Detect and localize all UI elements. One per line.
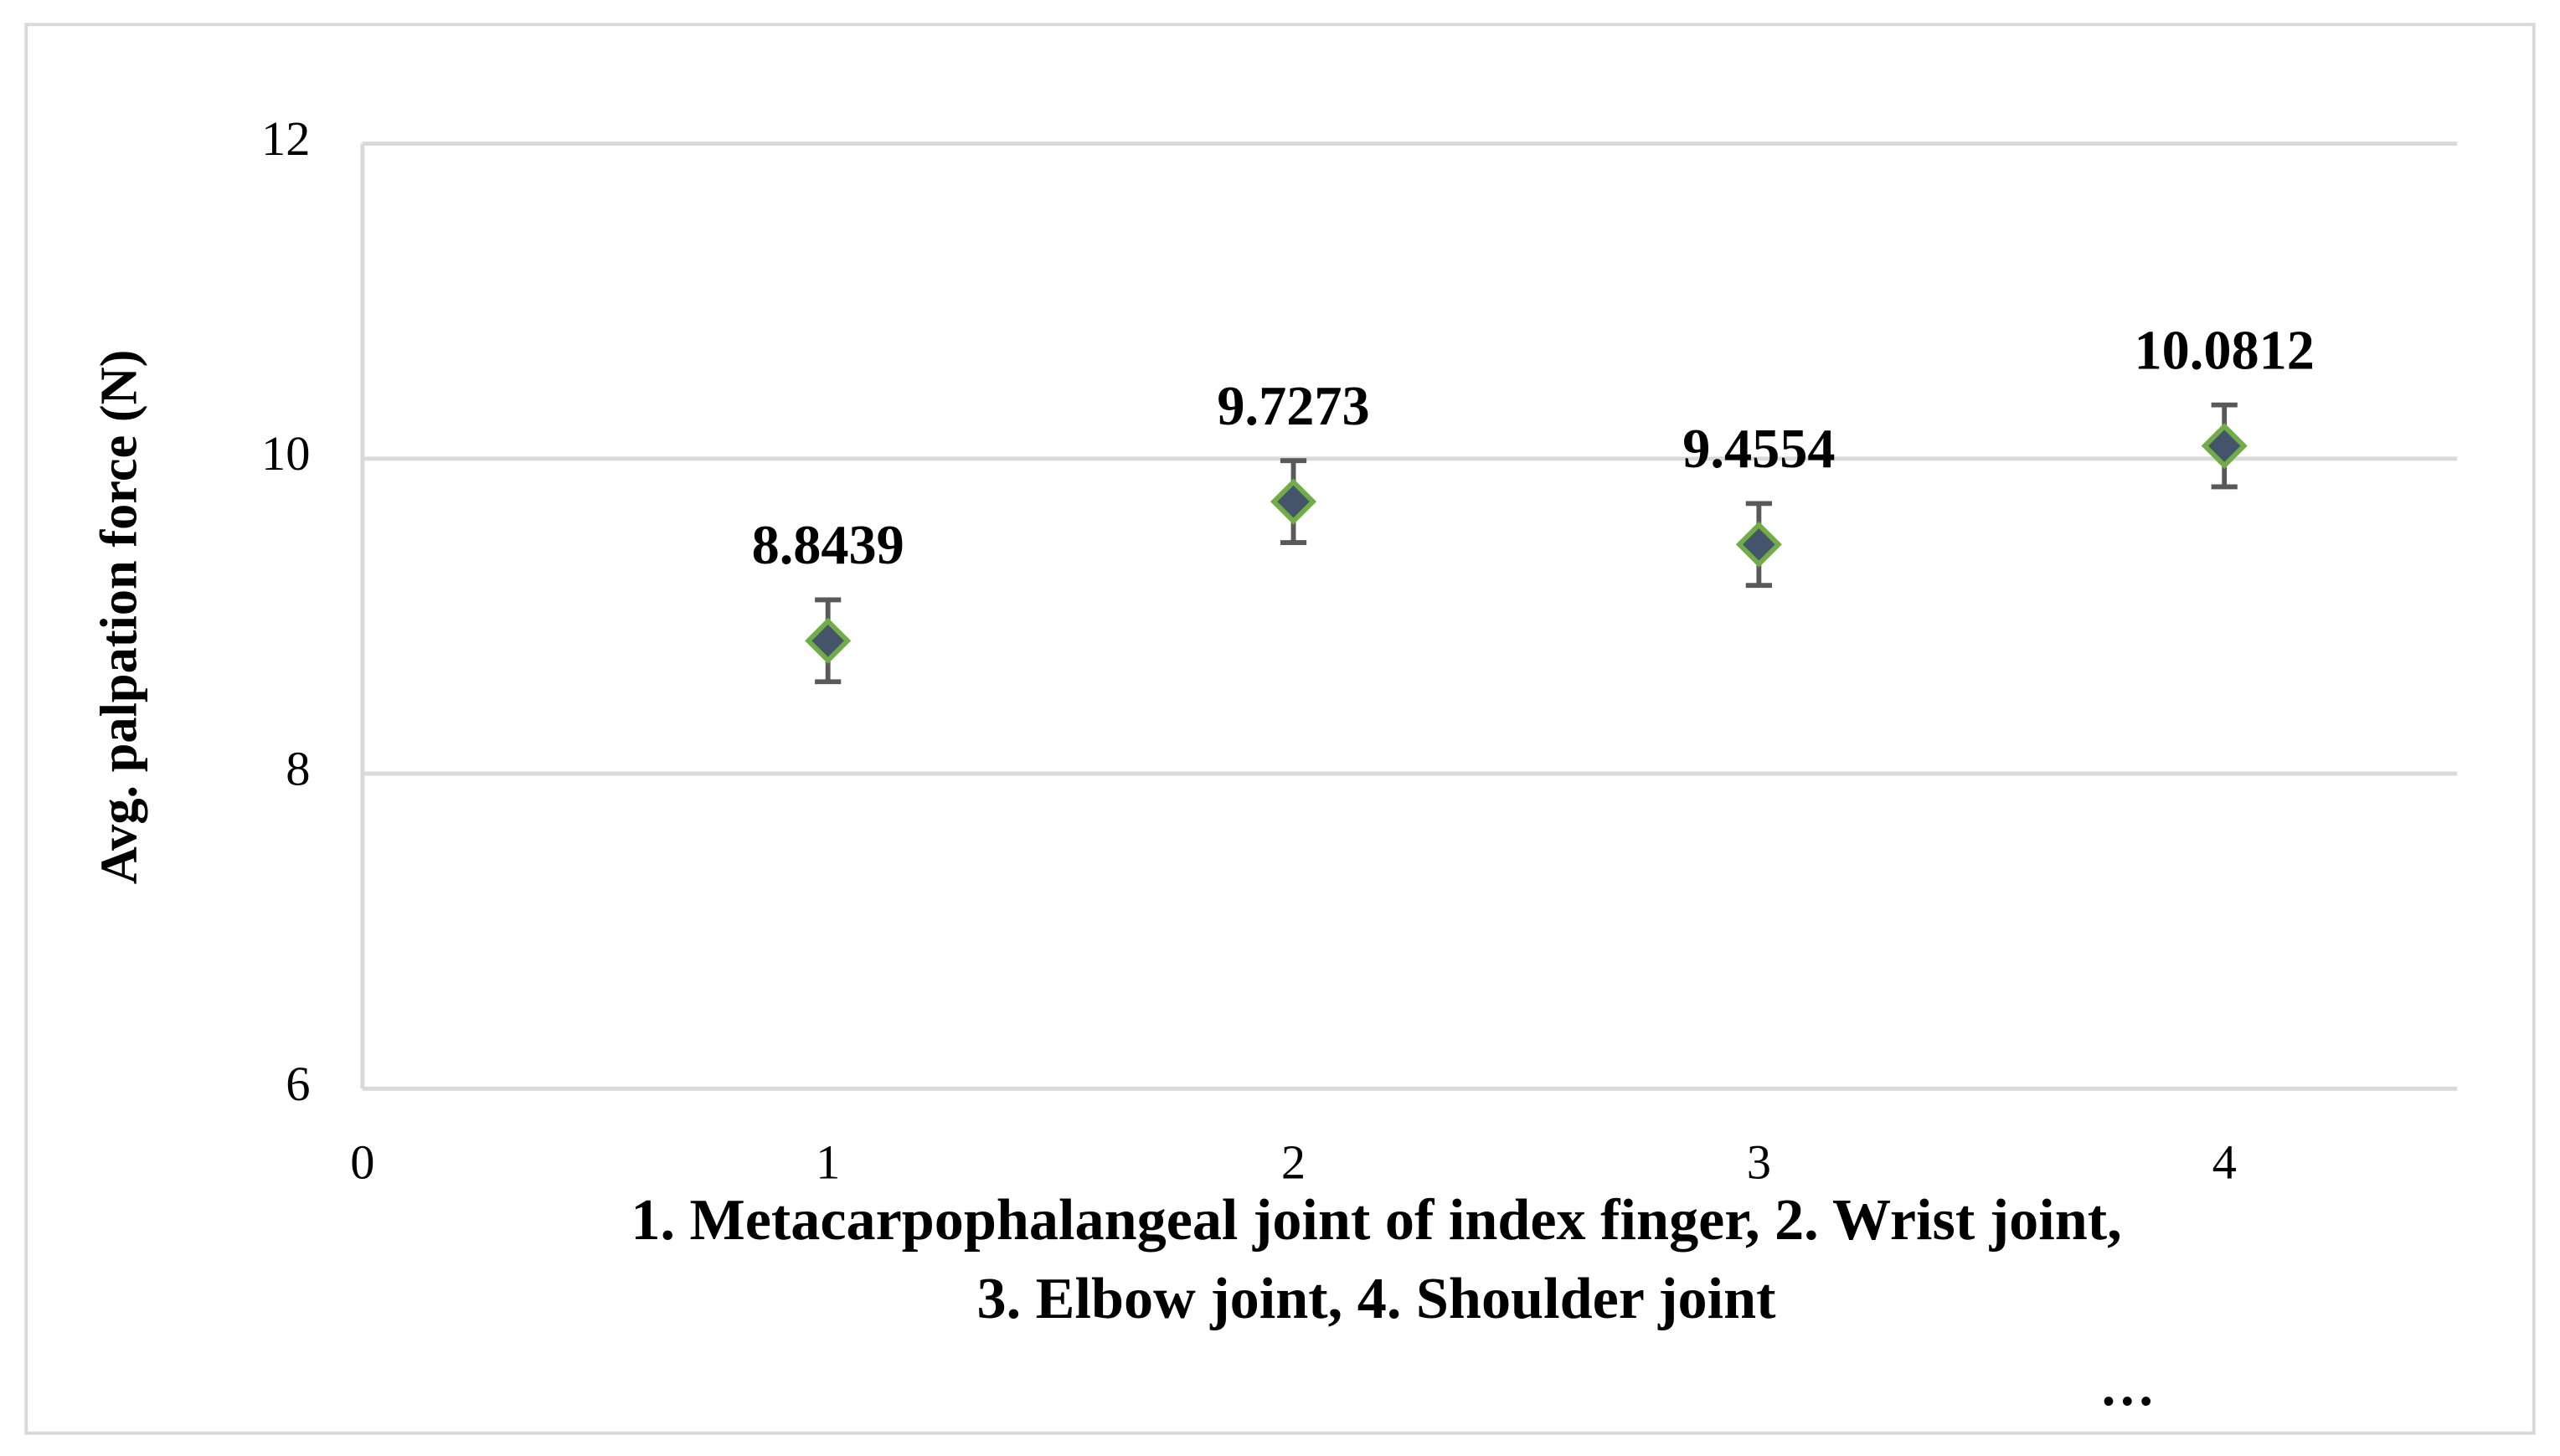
x-tick-label: 0 bbox=[350, 1134, 374, 1189]
y-tick-label: 12 bbox=[261, 111, 310, 166]
y-axis-label: Avg. palpation force (N) bbox=[90, 350, 148, 885]
y-tick-label: 8 bbox=[286, 742, 310, 796]
data-label: 9.7273 bbox=[1217, 376, 1369, 437]
marker bbox=[805, 617, 852, 664]
annotation: … bbox=[2099, 1356, 2155, 1417]
data-label: 8.8439 bbox=[752, 515, 904, 576]
x-tick-label: 3 bbox=[1747, 1134, 1771, 1189]
marker bbox=[1735, 521, 1782, 568]
marker bbox=[2201, 423, 2248, 470]
y-tick-label: 6 bbox=[286, 1057, 310, 1111]
x-tick-label: 1 bbox=[816, 1134, 840, 1189]
x-tick-label: 4 bbox=[2212, 1134, 2237, 1189]
y-tick-label: 10 bbox=[261, 426, 310, 481]
chart-border bbox=[24, 23, 2536, 1435]
x-axis-label: 3. Elbow joint, 4. Shoulder joint bbox=[977, 1266, 1777, 1331]
x-tick-label: 2 bbox=[1281, 1134, 1306, 1189]
data-label: 10.0812 bbox=[2135, 320, 2315, 381]
marker bbox=[1270, 478, 1317, 525]
data-label: 9.4554 bbox=[1682, 419, 1835, 480]
x-axis-label: 1. Metacarpophalangeal joint of index fi… bbox=[631, 1187, 2121, 1253]
